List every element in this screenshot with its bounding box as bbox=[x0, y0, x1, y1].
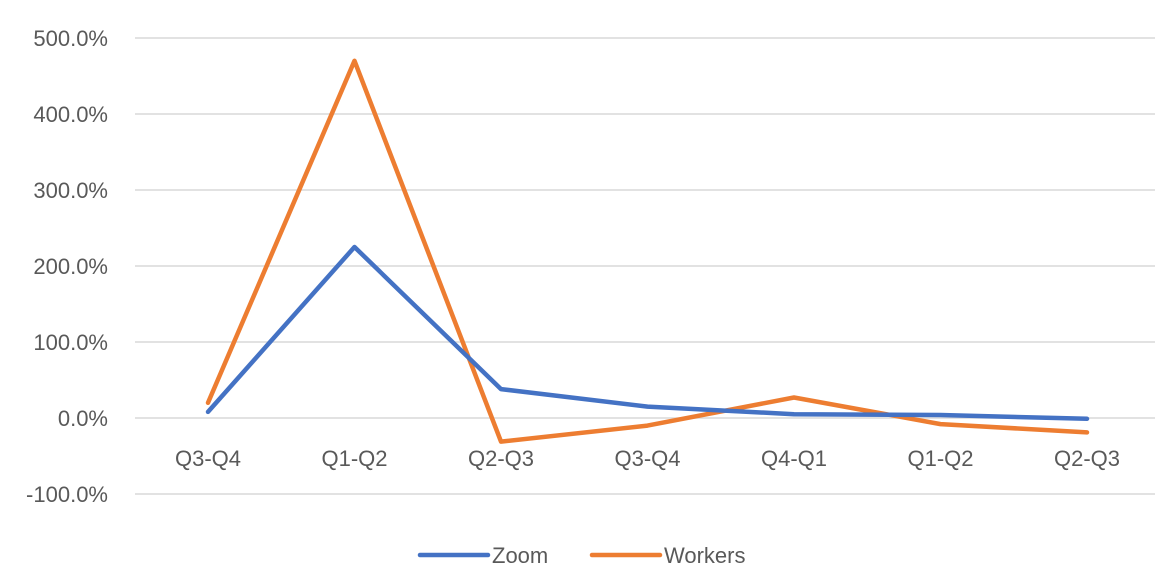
y-tick-label: 100.0% bbox=[33, 330, 108, 355]
legend-label-workers: Workers bbox=[664, 543, 746, 568]
x-tick-label: Q3-Q4 bbox=[175, 446, 241, 471]
y-tick-label: 400.0% bbox=[33, 102, 108, 127]
x-tick-label: Q1-Q2 bbox=[321, 446, 387, 471]
series-line-workers bbox=[205, 58, 1090, 444]
x-tick-label: Q2-Q3 bbox=[1054, 446, 1120, 471]
gridlines bbox=[135, 37, 1155, 495]
series-lines bbox=[205, 58, 1090, 444]
y-tick-label: -100.0% bbox=[26, 482, 108, 507]
y-tick-label: 200.0% bbox=[33, 254, 108, 279]
legend: Zoom Workers bbox=[417, 543, 746, 568]
y-axis-tick-labels: 500.0% 400.0% 300.0% 200.0% 100.0% 0.0% -100.0… bbox=[26, 26, 108, 507]
x-tick-label: Q2-Q3 bbox=[468, 446, 534, 471]
x-tick-label: Q4-Q1 bbox=[761, 446, 827, 471]
series-line-zoom bbox=[205, 244, 1090, 422]
y-tick-label: 300.0% bbox=[33, 178, 108, 203]
x-tick-label: Q1-Q2 bbox=[907, 446, 973, 471]
x-tick-label: Q3-Q4 bbox=[614, 446, 680, 471]
legend-label-zoom: Zoom bbox=[492, 543, 548, 568]
x-axis-tick-labels: Q3-Q4 Q1-Q2 Q2-Q3 Q3-Q4 Q4-Q1 Q1-Q2 Q2-Q3 bbox=[175, 446, 1120, 471]
y-tick-label: 500.0% bbox=[33, 26, 108, 51]
y-tick-label: 0.0% bbox=[58, 406, 108, 431]
